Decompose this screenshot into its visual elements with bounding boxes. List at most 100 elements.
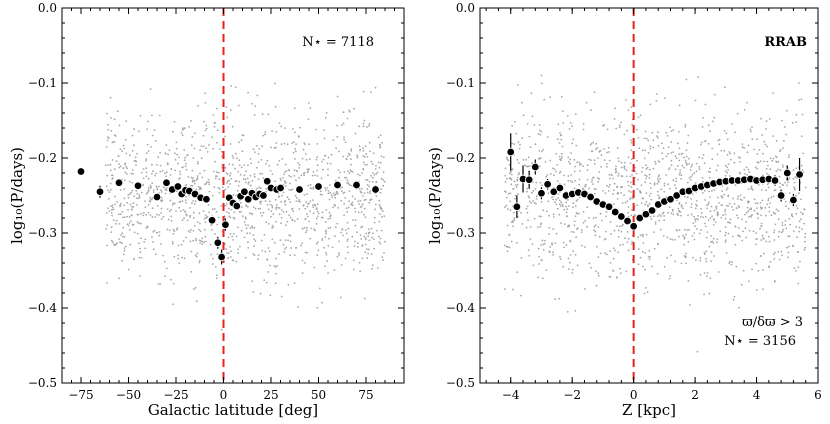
right-background-point [595,216,597,219]
right-background-point [548,233,550,235]
right-background-point [700,212,703,214]
left-background-point [346,211,349,213]
left-background-point [178,178,180,180]
right-background-point [634,170,637,172]
left-background-point [154,140,157,143]
left-background-point [109,188,112,191]
left-background-point [257,258,259,261]
right-background-point [775,160,777,163]
right-background-point [645,168,648,170]
left-background-point [370,253,373,256]
right-background-point [627,184,630,187]
right-background-point [546,136,549,139]
left-background-point [357,246,359,248]
left-background-point [135,164,137,167]
left-background-point [321,239,324,242]
left-background-point [324,229,327,232]
right-background-point [689,169,692,171]
right-background-point [680,205,683,208]
left-background-point [206,181,208,184]
right-background-point [573,158,576,161]
right-background-point [756,212,758,214]
left-background-point [199,230,202,233]
right-background-point [703,162,706,165]
right-background-point [546,210,548,213]
right-background-point [740,283,743,286]
right-background-point [574,180,576,182]
left-background-point [264,131,267,133]
right-background-point [788,217,791,220]
right-background-point [687,214,689,217]
right-background-point [695,170,698,173]
right-bin-point [524,175,534,184]
left-background-point [372,163,374,166]
left-background-point [177,244,180,247]
left-background-point [232,259,235,262]
right-background-point [586,178,589,181]
right-background-point [619,272,622,274]
left-background-point [110,117,112,119]
right-background-point [629,198,632,201]
right-background-point [675,180,678,183]
left-background-point [123,188,126,191]
left-background-point [338,176,340,179]
left-background-point [127,268,130,271]
left-background-point [215,277,218,280]
left-background-point [309,200,312,203]
left-background-point [358,145,361,148]
right-background-point [678,131,680,133]
left-background-point [266,258,269,260]
right-background-point [698,156,701,159]
right-background-point [528,156,530,159]
left-background-point [371,236,373,239]
right-background-point [682,234,684,237]
left-background-point [359,206,362,209]
right-background-point [566,115,569,117]
left-background-point [309,107,312,110]
right-background-point [691,163,693,166]
right-background-point [745,236,748,239]
right-background-point [700,229,702,231]
right-background-point [560,138,563,141]
right-background-point [694,218,696,221]
left-background-point [125,152,128,155]
right-background-point [732,197,734,200]
left-background-point [300,244,302,247]
right-background-point [558,213,561,216]
left-background-point [316,164,319,167]
left-background-point [132,202,135,205]
right-background-point [511,142,513,145]
left-background-point [123,204,125,207]
left-background-point [110,212,113,214]
left-background-point [112,141,115,144]
right-background-point [717,271,720,273]
left-background-point [245,204,248,207]
right-background-point [578,212,580,215]
right-background-point [621,225,623,227]
left-background-point [303,171,306,174]
left-background-point [354,224,357,227]
left-background-point [139,247,142,250]
left-background-point [381,141,383,144]
right-background-point [678,104,681,107]
left-background-point [252,291,255,293]
left-background-point [136,193,139,195]
left-background-point [327,192,330,195]
right-background-point [615,165,617,168]
left-background-point [131,149,134,152]
left-background-point [147,203,150,206]
left-background-point [301,259,304,262]
left-background-point [268,200,271,203]
right-background-point [765,128,767,130]
right-background-point [556,180,559,183]
left-background-point [133,258,136,260]
right-background-point [757,217,759,220]
right-background-point [593,225,596,228]
left-background-point [216,107,218,110]
right-background-point [631,174,633,176]
right-background-point [756,138,758,141]
right-background-point [748,215,750,218]
left-background-point [325,253,328,256]
right-background-point [539,133,542,136]
right-background-point [736,214,738,217]
